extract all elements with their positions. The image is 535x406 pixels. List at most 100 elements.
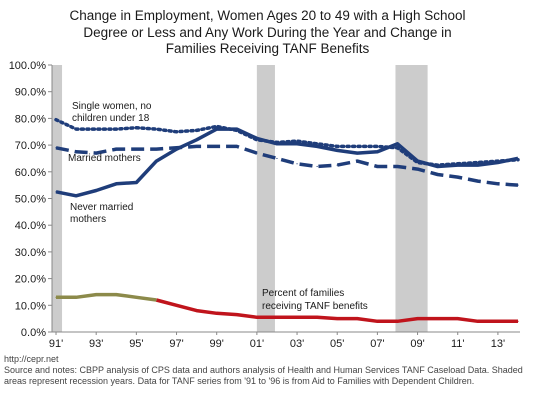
series-label-married: Married mothers: [68, 153, 141, 164]
chart-title-line-1: Change in Employment, Women Ages 20 to 4…: [69, 8, 466, 23]
data-point-single: [155, 128, 158, 130]
series-label-never: mothers: [70, 214, 106, 225]
data-point-tanf: [457, 318, 459, 320]
data-point-tanf: [477, 320, 479, 322]
data-point-single: [55, 119, 57, 121]
data-point-married: [95, 152, 97, 154]
data-point-never: [276, 143, 278, 145]
data-point-never: [316, 145, 318, 148]
data-point-tanf: [396, 320, 399, 322]
x-tick-label: 93': [89, 338, 103, 350]
data-point-never: [477, 164, 479, 166]
series-label-single: children under 18: [72, 113, 150, 124]
data-point-never: [155, 160, 158, 162]
data-point-married: [517, 184, 519, 186]
data-point-married: [356, 160, 358, 162]
series-label-tanf: receiving TANF benefits: [262, 301, 368, 312]
data-point-married: [256, 152, 258, 154]
x-tick-label: 07': [370, 338, 384, 350]
y-tick-label: 20.0%: [15, 274, 46, 286]
data-point-never: [356, 152, 358, 154]
data-point-married: [396, 165, 399, 168]
chart-title-line-2: Degree or Less and Any Work During the Y…: [83, 24, 452, 40]
series-line-married: [55, 144, 519, 187]
y-tick-label: 100.0%: [9, 60, 47, 72]
x-tick-label: 01': [250, 338, 264, 350]
data-point-tanf: [216, 312, 218, 314]
data-point-never: [115, 183, 117, 185]
data-point-married: [216, 145, 218, 148]
data-point-married: [416, 168, 419, 170]
data-point-single: [175, 131, 178, 133]
data-point-single: [115, 128, 117, 130]
series-line-never: [55, 127, 519, 198]
data-point-tanf: [256, 316, 258, 318]
data-point-married: [316, 165, 318, 168]
source-url: http://cepr.net: [4, 354, 59, 364]
y-tick-label: 50.0%: [15, 194, 46, 206]
data-point-never: [175, 148, 178, 150]
data-point-tanf: [356, 318, 358, 320]
data-point-tanf: [437, 318, 439, 320]
x-tick-label: 05': [330, 338, 344, 350]
data-point-tanf: [316, 316, 318, 318]
data-point-single: [376, 145, 378, 148]
data-point-tanf: [236, 314, 238, 316]
y-tick-label: 0.0%: [21, 327, 46, 339]
data-point-married: [336, 164, 338, 166]
data-point-tanf: [517, 320, 519, 322]
y-tick-label: 90.0%: [15, 87, 46, 99]
data-point-never: [497, 161, 499, 164]
data-point-tanf: [296, 316, 298, 318]
x-tick-label: 09': [410, 338, 424, 350]
data-point-never: [216, 128, 218, 130]
data-point-never: [457, 164, 459, 166]
data-point-married: [376, 165, 378, 168]
series-line-tanf-afdc: [56, 292, 157, 302]
data-point-tanf: [95, 294, 97, 296]
data-point-single: [216, 125, 218, 128]
data-point-never: [376, 151, 378, 153]
data-point-married: [296, 163, 298, 165]
x-tick-label: 95': [129, 338, 143, 350]
data-point-tanf: [75, 296, 77, 298]
data-point-tanf: [155, 299, 158, 301]
data-point-never: [196, 139, 198, 141]
chart-title: Change in Employment, Women Ages 20 to 4…: [0, 8, 535, 58]
chart-title-line-3: Families Receiving TANF Benefits: [165, 41, 370, 56]
data-point-married: [196, 145, 198, 148]
data-point-never: [55, 191, 57, 193]
data-point-single: [396, 147, 399, 149]
data-point-tanf: [115, 294, 117, 296]
data-point-single: [135, 127, 137, 129]
data-point-tanf: [196, 310, 198, 312]
data-point-tanf: [276, 316, 278, 318]
data-point-single: [296, 140, 298, 142]
data-point-tanf: [336, 318, 338, 320]
data-point-single: [316, 143, 318, 145]
data-point-never: [416, 160, 419, 162]
x-tick-label: 03': [290, 338, 304, 350]
y-tick-label: 60.0%: [15, 167, 46, 179]
data-point-tanf: [376, 320, 378, 322]
data-point-married: [135, 148, 137, 150]
data-point-tanf: [497, 320, 499, 322]
data-point-married: [276, 157, 278, 160]
data-point-never: [256, 137, 258, 140]
recession-band-3: [395, 65, 428, 332]
x-tick-label: 91': [49, 338, 63, 350]
data-point-married: [155, 148, 158, 150]
data-point-single: [75, 128, 77, 130]
y-tick-label: 70.0%: [15, 140, 46, 152]
data-point-never: [236, 128, 238, 130]
series-label-tanf: Percent of families: [262, 288, 344, 299]
y-tick-label: 30.0%: [15, 247, 46, 259]
y-tick-label: 10.0%: [15, 300, 46, 312]
data-point-never: [517, 157, 519, 160]
data-point-tanf: [55, 296, 57, 298]
x-tick-label: 97': [169, 338, 183, 350]
data-point-married: [75, 151, 77, 153]
x-tick-label: 99': [210, 338, 224, 350]
data-point-single: [95, 128, 97, 130]
